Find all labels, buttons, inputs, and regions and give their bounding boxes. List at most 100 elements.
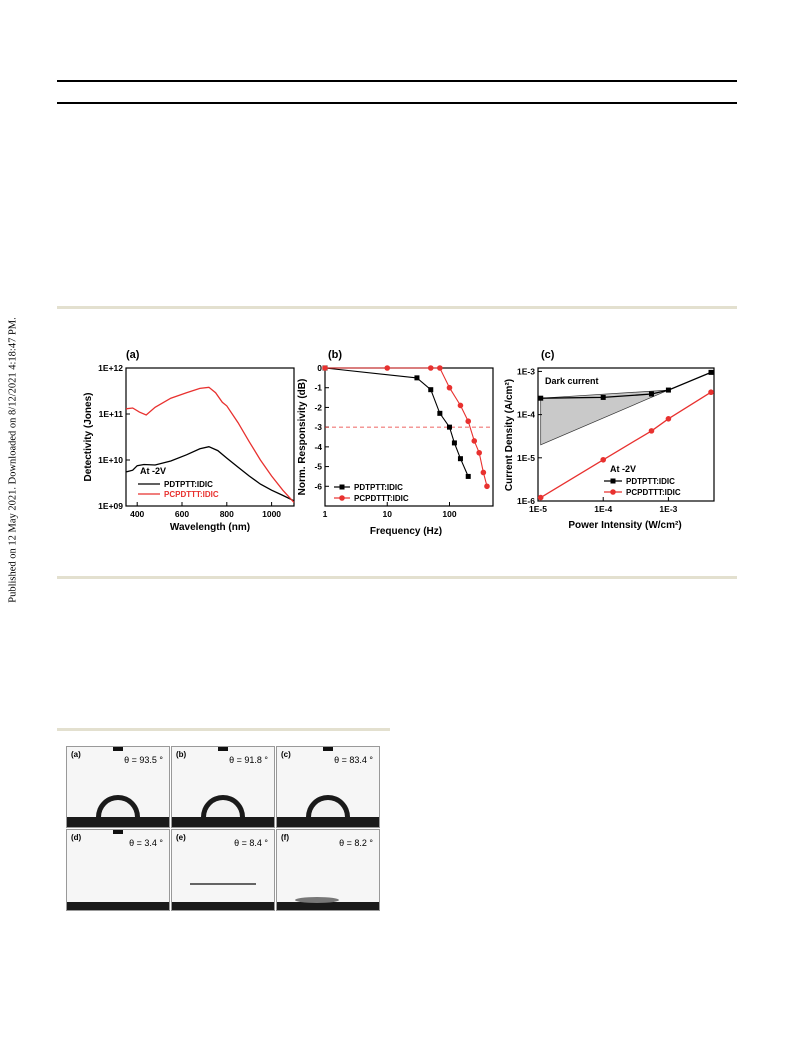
point-b-0-2: [428, 387, 434, 393]
ylabel-b: Norm. Responsivity (dB): [297, 379, 308, 496]
contact-angle-panel-6: (f) θ = 8.2 °: [276, 829, 380, 911]
x-tick-label-a-1: 600: [175, 509, 189, 519]
droplet-highlight: [206, 800, 240, 817]
point-b-1-0: [322, 365, 328, 371]
y-tick-label-b-1: -1: [314, 383, 322, 393]
series-c-1: [540, 391, 712, 499]
xlabel-b: Frequency (Hz): [370, 526, 442, 537]
contact-angle-value: θ = 8.4 °: [234, 838, 268, 848]
panel-b-label: (b): [328, 349, 342, 361]
legend-c-item-2: PCPDTTT:IDIC: [626, 488, 681, 497]
figure2-top-divider: [57, 728, 390, 731]
header-rule-bottom: [57, 102, 737, 104]
panel-c-label: (c): [541, 349, 555, 361]
point-b-1-2: [427, 365, 434, 371]
contact-angle-value: θ = 3.4 °: [129, 838, 163, 848]
contact-angle-value: θ = 91.8 °: [229, 755, 268, 765]
substrate: [172, 817, 274, 827]
point-b-0-6: [457, 456, 463, 462]
contact-panel-label: (a): [71, 750, 81, 759]
x-tick-label-c-1: 1E-4: [594, 504, 612, 514]
plot-frame-a: [125, 367, 295, 507]
point-c-1-1: [600, 456, 607, 463]
point-b-1-5: [457, 402, 464, 409]
x-tick-label-c-0: 1E-5: [529, 504, 547, 514]
contact-angle-value: θ = 8.2 °: [339, 838, 373, 848]
droplet-image: [277, 747, 379, 827]
legend-b-marker-2: [339, 495, 345, 501]
x-tick-label-a-3: 1000: [262, 509, 281, 519]
legend-c-marker-1: [610, 478, 616, 484]
y-tick-label-a-3: 1E+12: [98, 363, 123, 373]
y-tick-label-c-0: 1E-6: [517, 496, 535, 506]
point-c-0-0: [538, 395, 544, 401]
dark-current-region: [540, 389, 669, 446]
point-b-0-0: [322, 365, 328, 371]
plot-frame-c: [537, 367, 715, 502]
series-a-0: [125, 446, 295, 502]
x-tick-label-b-2: 100: [442, 509, 456, 519]
y-tick-label-b-6: -6: [314, 481, 322, 491]
legend-b-marker-1: [339, 484, 345, 490]
publication-date-text: Published on 12 May 2021. Downloaded on …: [7, 317, 19, 603]
point-c-0-4: [708, 369, 714, 375]
y-tick-label-b-2: -2: [314, 402, 322, 412]
x-tick-label-b-1: 10: [383, 509, 393, 519]
droplet-highlight: [101, 800, 135, 817]
point-b-1-10: [484, 483, 490, 490]
droplet-image: [67, 830, 169, 910]
point-b-1-7: [471, 438, 478, 444]
xlabel-c: Power Intensity (W/cm²): [568, 520, 681, 531]
point-c-1-4: [708, 389, 714, 396]
header-rule-top: [57, 80, 737, 82]
point-b-0-5: [451, 440, 457, 446]
contact-angle-figure: (a) θ = 93.5 ° (b) θ = 91.8 ° (c) θ = 83.4 °(…: [66, 746, 380, 911]
point-b-1-3: [437, 365, 443, 371]
point-b-1-8: [476, 449, 482, 456]
substrate: [277, 817, 379, 827]
point-b-1-6: [465, 418, 472, 425]
y-tick-label-c-1: 1E-5: [517, 453, 535, 463]
droplet-highlight: [311, 800, 345, 817]
ylabel-c: Current Density (A/cm²): [504, 379, 515, 491]
droplet-image: [67, 747, 169, 827]
legend-a-item-1: PDTPTT:IDIC: [164, 480, 213, 489]
contact-angle-value: θ = 83.4 °: [334, 755, 373, 765]
x-tick-label-b-0: 1: [323, 509, 328, 519]
point-c-0-3: [665, 387, 671, 393]
contact-angle-value: θ = 93.5 °: [124, 755, 163, 765]
point-c-0-2: [648, 391, 654, 397]
point-b-0-7: [465, 473, 471, 479]
point-b-0-3: [437, 410, 443, 416]
contact-angle-panel-2: (b) θ = 91.8 °: [171, 746, 275, 828]
point-c-0-1: [600, 394, 606, 400]
substrate: [172, 902, 274, 910]
point-c-1-3: [665, 415, 672, 422]
point-c-1-0: [537, 494, 544, 501]
point-b-1-9: [480, 469, 487, 476]
plot-frame-b: [324, 367, 494, 507]
figure-bottom-divider: [57, 576, 737, 579]
series-b-1: [325, 367, 488, 487]
contact-angle-panel-3: (c) θ = 83.4 °: [276, 746, 380, 828]
chart-a: (a) 400 600 800 1000 1E+09 1E+10 1E+11 1E+12 At…: [83, 349, 295, 533]
droplet-image: [172, 747, 274, 827]
y-tick-label-b-4: -4: [314, 442, 322, 452]
needle-tip: [113, 747, 123, 751]
chart-c: (c) 1E-5 1E-4 1E-31E-61E-51E-41E-3 Dark cu…: [504, 349, 715, 531]
point-c-1-2: [648, 428, 655, 434]
contact-panel-label: (c): [281, 750, 291, 759]
legend-c-marker-2: [610, 489, 616, 495]
y-tick-label-c-3: 1E-3: [517, 366, 535, 376]
x-tick-label-a-2: 800: [220, 509, 234, 519]
figure-top-divider: [57, 306, 737, 309]
point-b-1-4: [446, 384, 453, 391]
contact-angle-panel-4: (d) θ = 3.4 °: [66, 829, 170, 911]
y-tick-label-b-0: 0: [317, 363, 322, 373]
droplet-image: [172, 883, 274, 910]
panel-a-label: (a): [126, 349, 140, 361]
contact-angle-panel-1: (a) θ = 93.5 °: [66, 746, 170, 828]
series-b-0: [324, 367, 469, 477]
series-a-1: [125, 386, 295, 503]
annotation-c: At -2V: [610, 464, 636, 474]
